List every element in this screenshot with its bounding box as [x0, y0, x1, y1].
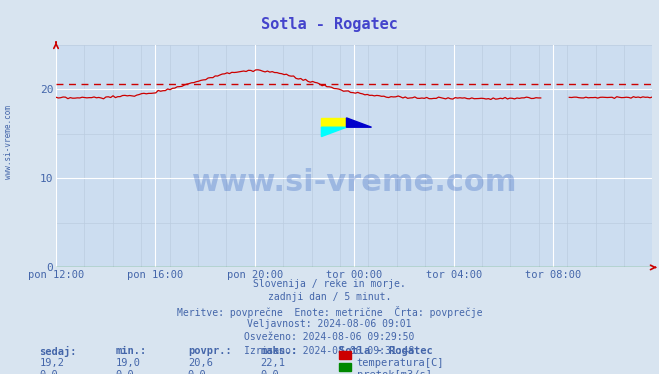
- Text: 0,0: 0,0: [40, 370, 58, 374]
- Text: Sotla - Rogatec: Sotla - Rogatec: [261, 17, 398, 32]
- Text: zadnji dan / 5 minut.: zadnji dan / 5 minut.: [268, 292, 391, 302]
- Text: 19,2: 19,2: [40, 358, 65, 368]
- Text: povpr.:: povpr.:: [188, 346, 231, 356]
- Polygon shape: [347, 118, 372, 127]
- Text: min.:: min.:: [115, 346, 146, 356]
- Text: www.si-vreme.com: www.si-vreme.com: [4, 105, 13, 179]
- Polygon shape: [322, 127, 347, 137]
- Text: Sotla - Rogatec: Sotla - Rogatec: [339, 346, 433, 356]
- Text: Veljavnost: 2024-08-06 09:01: Veljavnost: 2024-08-06 09:01: [247, 319, 412, 329]
- Text: 0,0: 0,0: [188, 370, 206, 374]
- Text: 19,0: 19,0: [115, 358, 140, 368]
- Text: Slovenija / reke in morje.: Slovenija / reke in morje.: [253, 279, 406, 289]
- Text: Osveženo: 2024-08-06 09:29:50: Osveženo: 2024-08-06 09:29:50: [244, 332, 415, 343]
- Polygon shape: [322, 118, 347, 127]
- Text: www.si-vreme.com: www.si-vreme.com: [192, 168, 517, 197]
- Text: pretok[m3/s]: pretok[m3/s]: [357, 370, 432, 374]
- Text: 20,6: 20,6: [188, 358, 213, 368]
- Text: 0,0: 0,0: [260, 370, 279, 374]
- Text: 0,0: 0,0: [115, 370, 134, 374]
- Text: 22,1: 22,1: [260, 358, 285, 368]
- Text: temperatura[C]: temperatura[C]: [357, 358, 444, 368]
- Text: Izrisano: 2024-08-06 09:31:48: Izrisano: 2024-08-06 09:31:48: [244, 346, 415, 356]
- Text: Meritve: povprečne  Enote: metrične  Črta: povprečje: Meritve: povprečne Enote: metrične Črta:…: [177, 306, 482, 318]
- Text: sedaj:: sedaj:: [40, 346, 77, 357]
- Text: maks.:: maks.:: [260, 346, 298, 356]
